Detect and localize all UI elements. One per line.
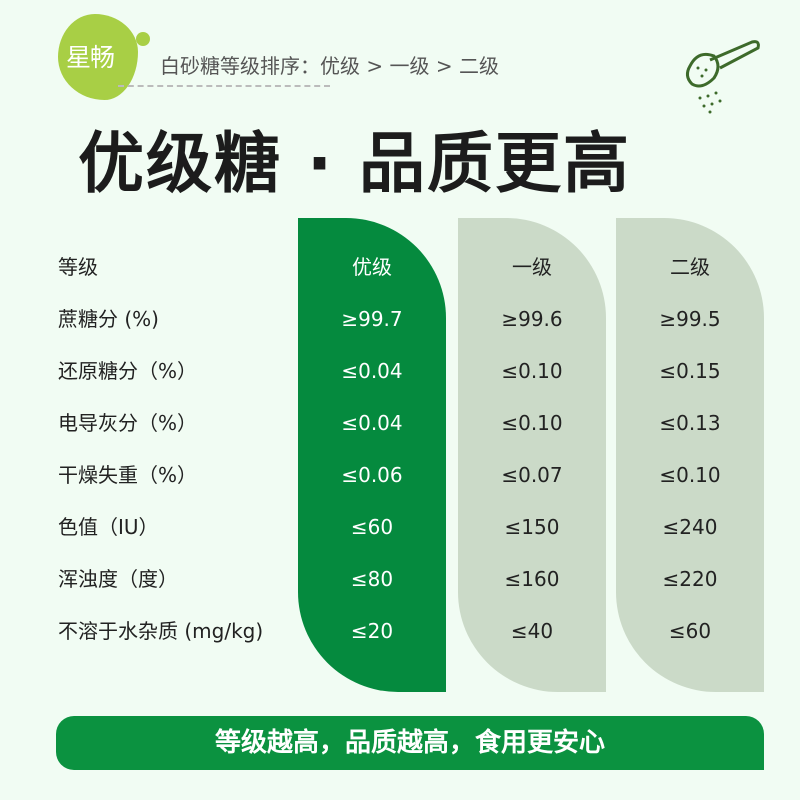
row-label: 色值（IU） <box>58 515 159 539</box>
column-header: 二级 <box>670 255 710 279</box>
brand-logo: 星畅 <box>58 14 138 100</box>
row-label: 电导灰分（%） <box>58 411 198 435</box>
grade-column-second: 二级 ≥99.5 ≤0.15 ≤0.13 ≤0.10 ≤240 ≤220 ≤60 <box>616 218 764 692</box>
grade-column-first: 一级 ≥99.6 ≤0.10 ≤0.10 ≤0.07 ≤150 ≤160 ≤40 <box>458 218 606 692</box>
table-cell: ≤0.04 <box>341 411 403 435</box>
row-label: 还原糖分（%） <box>58 359 198 383</box>
row-label: 蔗糖分 (%) <box>58 307 159 331</box>
sugar-spoon-icon <box>685 40 760 114</box>
column-header: 一级 <box>512 255 552 279</box>
table-cell: ≤150 <box>504 515 560 539</box>
table-cell: ≥99.7 <box>341 307 403 331</box>
logo-decoration <box>136 32 150 46</box>
table-cell: ≤0.10 <box>501 359 563 383</box>
table-cell: ≤0.06 <box>341 463 403 487</box>
row-label: 干燥失重（%） <box>58 463 198 487</box>
table-cell: ≥99.5 <box>659 307 721 331</box>
table-cell: ≤20 <box>350 619 394 643</box>
table-cell: ≤0.04 <box>341 359 403 383</box>
table-cell: ≤160 <box>504 567 560 591</box>
table-cell: ≤60 <box>668 619 712 643</box>
page-title: 优级糖 · 品质更高 <box>78 125 632 202</box>
footer-slogan: 等级越高，品质越高，食用更安心 <box>56 716 764 770</box>
row-label: 浑浊度（度） <box>58 567 178 591</box>
table-cell: ≤0.13 <box>659 411 721 435</box>
table-cell: ≥99.6 <box>501 307 563 331</box>
table-cell: ≤40 <box>510 619 554 643</box>
table-cell: ≤240 <box>662 515 718 539</box>
table-cell: ≤220 <box>662 567 718 591</box>
row-label: 不溶于水杂质 (mg/kg) <box>58 619 264 643</box>
column-header: 优级 <box>352 255 392 279</box>
logo-text: 星畅 <box>66 43 115 72</box>
row-label: 等级 <box>58 255 98 279</box>
table-cell: ≤0.15 <box>659 359 721 383</box>
grade-column-premium: 优级 ≥99.7 ≤0.04 ≤0.04 ≤0.06 ≤60 ≤80 ≤20 <box>298 218 446 692</box>
table-cell: ≤0.10 <box>501 411 563 435</box>
table-cell: ≤80 <box>350 567 394 591</box>
table-cell: ≤0.10 <box>659 463 721 487</box>
divider <box>118 85 330 87</box>
table-cell: ≤60 <box>350 515 394 539</box>
subtitle: 白砂糖等级排序：优级 > 一级 > 二级 <box>160 54 499 78</box>
table-cell: ≤0.07 <box>501 463 563 487</box>
